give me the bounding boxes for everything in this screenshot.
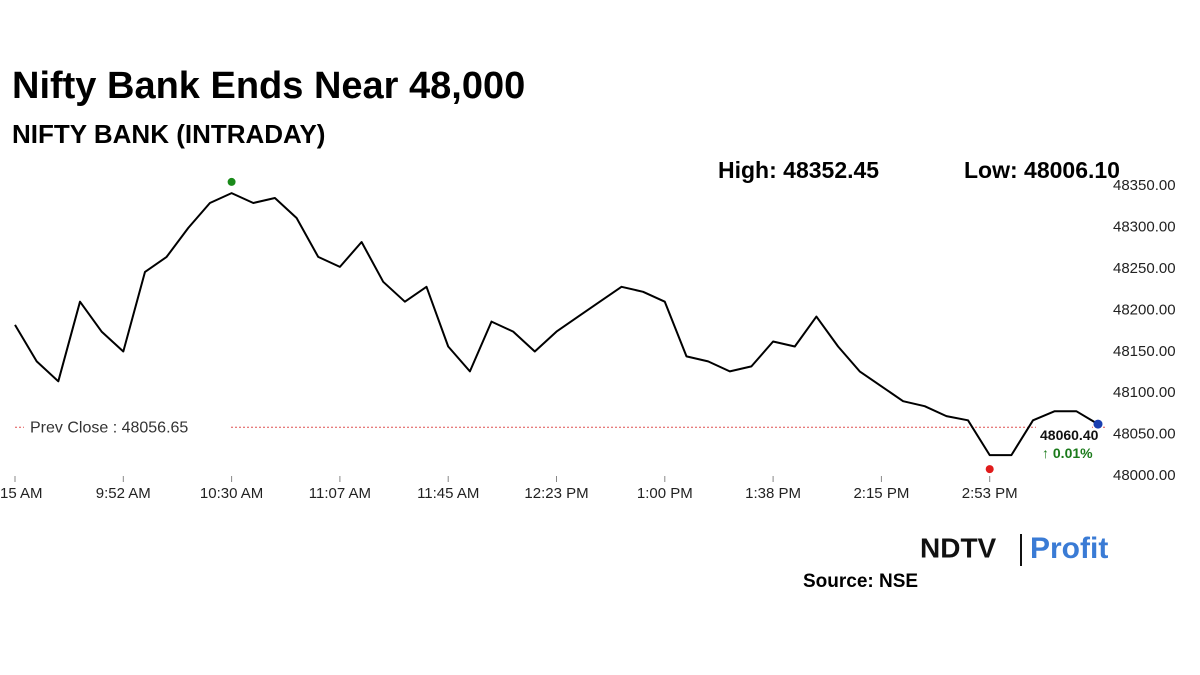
price-line [14,192,1099,457]
y-tick-label: 48350.00 [1113,177,1176,194]
prev-close-label: Prev Close : 48056.65 [30,419,188,436]
y-tick-label: 48000.00 [1113,467,1176,484]
high-dot [227,177,236,186]
last-dot [1093,419,1103,429]
low-dot [985,465,994,474]
x-tick-label: 11:45 AM [417,485,479,502]
change-label: ↑ 0.01% [1042,445,1093,461]
y-tick-label: 48300.00 [1113,218,1176,235]
x-tick-label: 2:15 PM [853,485,909,502]
prev-close-bg [24,416,229,439]
y-tick-label: 48150.00 [1113,343,1176,360]
y-tick-label: 48100.00 [1113,384,1176,401]
y-tick-label: 48050.00 [1113,426,1176,443]
y-tick-label: 48250.00 [1113,260,1176,277]
x-tick-label: 1:00 PM [637,485,693,502]
high-label: High: 48352.45 [718,157,879,183]
brand-profit: Profit [1030,532,1108,565]
y-tick-label: 48200.00 [1113,301,1176,318]
x-tick-label: 11:07 AM [309,485,371,502]
x-tick-label: 9:15 AM [0,485,43,502]
last-label-bg [1036,426,1092,465]
x-tick-label: 2:53 PM [962,485,1018,502]
x-tick-label: 9:52 AM [96,485,151,502]
x-tick-label: 10:30 AM [200,485,263,502]
source: Source: NSE [803,571,918,592]
chart-subtitle: NIFTY BANK (INTRADAY) [12,119,325,149]
chart-title: Nifty Bank Ends Near 48,000 [12,65,525,107]
last-label: 48060.40 [1040,427,1099,443]
brand-ndtv: NDTV [920,532,997,563]
low-label: Low: 48006.10 [964,157,1120,183]
x-tick-label: 1:38 PM [745,485,801,502]
x-tick-label: 12:23 PM [524,485,588,502]
